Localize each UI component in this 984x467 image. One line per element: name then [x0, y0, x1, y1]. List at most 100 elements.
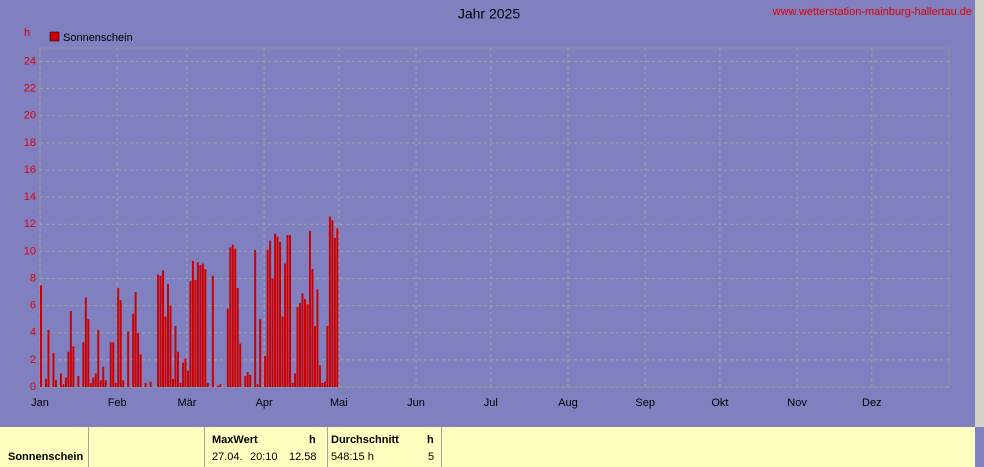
bar — [331, 220, 334, 387]
x-tick-label: Mai — [330, 397, 348, 409]
bar — [301, 293, 304, 387]
x-tick-label: Aug — [558, 397, 578, 409]
bar — [204, 269, 207, 387]
bar — [216, 385, 219, 387]
x-tick-label: Mär — [177, 397, 196, 409]
bar — [94, 373, 97, 387]
y-tick-label: 12 — [24, 218, 36, 230]
bar — [328, 216, 331, 387]
bar — [84, 297, 87, 387]
bar — [294, 373, 297, 387]
bar — [244, 376, 247, 387]
x-tick-label: Sep — [635, 397, 655, 409]
bar — [44, 378, 47, 387]
bar — [47, 330, 50, 387]
divider — [204, 427, 205, 467]
bar — [54, 380, 57, 387]
x-tick-label: Jun — [407, 397, 425, 409]
bar — [176, 351, 179, 387]
x-tick-label: Dez — [862, 397, 882, 409]
x-tick-label: Okt — [711, 397, 728, 409]
x-tick-label: Nov — [787, 397, 807, 409]
summary-table: Sonnenschein MaxWert h 27.04. 20:10 12.5… — [0, 427, 975, 467]
bar — [62, 384, 65, 387]
bar — [77, 376, 80, 387]
bar — [196, 262, 199, 387]
max-value: 12.58 — [289, 451, 317, 463]
bar — [69, 311, 72, 387]
bar — [318, 365, 321, 387]
divider — [327, 427, 328, 467]
bar — [326, 325, 329, 387]
bar — [308, 231, 311, 387]
y-axis-label: h — [24, 27, 30, 39]
y-tick-label: 20 — [24, 110, 36, 122]
bar — [174, 325, 177, 387]
bar — [199, 264, 202, 387]
bar — [226, 308, 229, 387]
divider — [88, 427, 89, 467]
bar — [122, 380, 125, 387]
x-tick-label: Apr — [256, 397, 273, 409]
bar — [274, 233, 277, 387]
bar — [102, 366, 105, 387]
y-tick-label: 18 — [24, 137, 36, 149]
y-tick-label: 6 — [30, 300, 36, 312]
bar — [286, 235, 289, 387]
bar — [82, 342, 85, 387]
bar — [132, 313, 135, 387]
bar — [72, 346, 75, 387]
bar — [211, 275, 214, 387]
bar — [236, 288, 239, 387]
bar — [279, 241, 282, 387]
row-label: Sonnenschein — [8, 451, 84, 463]
bar — [99, 380, 102, 387]
bar — [159, 275, 162, 387]
y-tick-label: 8 — [30, 272, 36, 284]
bar — [169, 305, 172, 387]
bar — [289, 235, 292, 387]
bar — [162, 270, 165, 387]
legend-swatch — [49, 31, 60, 42]
bar — [306, 304, 309, 387]
bar — [296, 306, 299, 387]
bar — [269, 240, 272, 387]
bar — [219, 384, 222, 387]
x-tick-label: Jul — [484, 397, 498, 409]
bar — [189, 281, 192, 387]
bar — [109, 342, 112, 387]
bar — [186, 370, 189, 387]
bar — [194, 279, 197, 387]
y-tick-label: 24 — [24, 55, 36, 67]
avg-unit: h — [427, 434, 434, 446]
bar — [179, 382, 182, 387]
bar — [134, 292, 137, 387]
bar — [231, 244, 234, 387]
avg-value: 5 — [428, 451, 435, 463]
y-tick-label: 16 — [24, 164, 36, 176]
y-tick-label: 10 — [24, 245, 36, 257]
bar — [323, 381, 326, 387]
bar — [119, 300, 122, 387]
bar — [52, 353, 55, 387]
bar — [259, 319, 262, 387]
bar — [313, 325, 316, 387]
bar — [59, 373, 62, 387]
y-tick-label: 14 — [24, 191, 36, 203]
bar — [281, 316, 284, 387]
bar — [256, 384, 259, 387]
y-tick-label: 22 — [24, 83, 36, 95]
bar — [229, 247, 232, 387]
bar — [181, 362, 184, 387]
bar — [184, 358, 187, 387]
bar — [316, 289, 319, 387]
bar — [254, 250, 257, 387]
chart-title: Jahr 2025 — [458, 6, 520, 22]
x-tick-label: Jan — [31, 397, 49, 409]
divider — [441, 427, 442, 467]
bar — [206, 382, 209, 387]
bar — [246, 372, 249, 387]
source-link[interactable]: www.wetterstation-mainburg-hallertau.de — [772, 6, 972, 18]
avg-total: 548:15 h — [331, 451, 374, 463]
